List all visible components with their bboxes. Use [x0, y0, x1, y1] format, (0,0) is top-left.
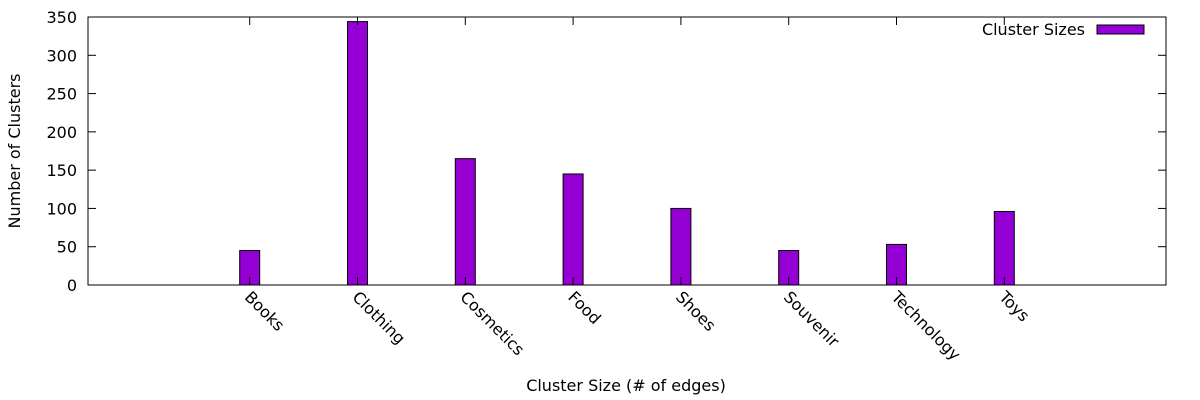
x-tick-label-food: Food [564, 287, 605, 328]
y-tick-label: 250 [46, 85, 77, 104]
y-tick-label: 200 [46, 123, 77, 142]
y-tick-label: 100 [46, 199, 77, 218]
x-tick-label-clothing: Clothing [349, 287, 410, 348]
bar-cosmetics [454, 158, 476, 286]
bar-toys [993, 210, 1015, 286]
x-tick-label-toys: Toys [995, 287, 1034, 326]
x-tick-label-books: Books [241, 287, 288, 334]
y-tick-labels: 0 50 100 150 200 250 300 350 [46, 8, 77, 295]
bar-clothing [347, 21, 368, 286]
legend-label: Cluster Sizes [982, 20, 1085, 39]
plot-area-frame [87, 16, 1167, 286]
y-tick-label: 300 [46, 46, 77, 65]
legend-swatch [1096, 24, 1145, 35]
x-tick-label-souvenir: Souvenir [780, 287, 844, 351]
bar-shoes [670, 207, 692, 286]
y-tick-label: 350 [46, 8, 77, 27]
bar-food [562, 173, 584, 286]
x-tick-label-technology: Technology [887, 287, 965, 365]
legend: Cluster Sizes [982, 20, 1145, 39]
bars-layer [239, 21, 1015, 286]
x-tick-label-cosmetics: Cosmetics [456, 287, 528, 359]
x-tick-label-shoes: Shoes [672, 287, 720, 335]
x-axis-label: Cluster Size (# of edges) [526, 376, 726, 395]
x-tick-labels: Books Clothing Cosmetics Food Shoes Souvenir T… [241, 287, 1034, 365]
y-tick-label: 150 [46, 161, 77, 180]
y-axis-label: Number of Clusters [5, 74, 24, 229]
y-tick-label: 50 [57, 238, 77, 257]
y-tick-label: 0 [67, 276, 77, 295]
